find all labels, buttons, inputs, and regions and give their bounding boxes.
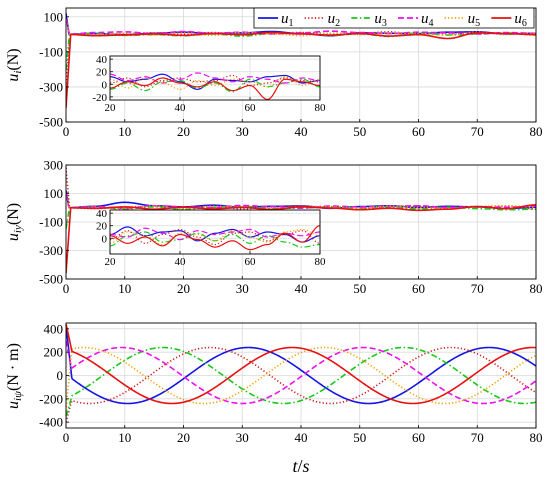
x-tick-label: 40 bbox=[295, 281, 308, 296]
x-tick-label: 40 bbox=[295, 430, 308, 445]
y-tick-label: -20 bbox=[92, 92, 107, 104]
y-tick-label: -500 bbox=[39, 115, 63, 130]
y-tick-label: 0 bbox=[102, 233, 108, 245]
series-line-u1 bbox=[110, 226, 320, 243]
series-line-u4 bbox=[110, 72, 320, 84]
x-tick-label: 20 bbox=[177, 430, 190, 445]
series-line-u1 bbox=[66, 326, 536, 405]
y-tick-label: -200 bbox=[39, 391, 63, 406]
x-tick-label: 40 bbox=[175, 256, 187, 268]
series-line-u5 bbox=[110, 76, 320, 90]
series-line-u4 bbox=[66, 340, 536, 405]
legend-box bbox=[253, 7, 535, 29]
x-tick-label: 80 bbox=[530, 281, 543, 296]
y-tick-label: -100 bbox=[39, 215, 63, 230]
x-tick-label: 10 bbox=[118, 430, 131, 445]
y-tick-label: 20 bbox=[96, 221, 108, 233]
x-tick-label: 60 bbox=[412, 124, 425, 139]
y-tick-label: -500 bbox=[39, 272, 63, 287]
y-tick-label: -300 bbox=[39, 243, 63, 258]
series-line-u1 bbox=[66, 190, 536, 210]
y-tick-label: -400 bbox=[39, 415, 63, 430]
x-tick-label: 0 bbox=[63, 281, 70, 296]
y-tick-label: 40 bbox=[96, 54, 108, 66]
x-tick-label: 0 bbox=[63, 124, 70, 139]
x-tick-label: 60 bbox=[412, 430, 425, 445]
legend-label-u4: u4 bbox=[421, 11, 434, 29]
x-tick-label: 50 bbox=[353, 281, 366, 296]
x-tick-label: 20 bbox=[177, 124, 190, 139]
legend: u1 u2 u3 u4 u5 u6 bbox=[253, 7, 535, 29]
legend-label-u2: u2 bbox=[328, 11, 341, 29]
series-line-u6 bbox=[110, 225, 320, 251]
y-tick-label: 100 bbox=[44, 186, 64, 201]
y-tick-label: -100 bbox=[39, 44, 63, 59]
series-line-u4 bbox=[66, 193, 536, 210]
series-line-u5 bbox=[66, 346, 536, 411]
series-line-u6 bbox=[110, 77, 320, 100]
series-line-u2 bbox=[110, 228, 320, 246]
y-tick-label: 400 bbox=[44, 321, 64, 336]
x-tick-label: 50 bbox=[353, 430, 366, 445]
xlabel: t/s bbox=[292, 456, 309, 476]
x-tick-label: 40 bbox=[295, 124, 308, 139]
y-tick-label: 100 bbox=[44, 9, 64, 24]
y-tick-label: 200 bbox=[44, 345, 64, 360]
x-tick-label: 80 bbox=[315, 102, 327, 114]
ylabel-uiy: uiy(N) bbox=[5, 203, 24, 241]
x-tick-label: 60 bbox=[245, 102, 257, 114]
x-tick-label: 60 bbox=[412, 281, 425, 296]
axes-frame bbox=[109, 55, 321, 101]
y-tick-label: 0 bbox=[57, 368, 64, 383]
series-line-u6 bbox=[66, 323, 536, 405]
x-tick-label: 80 bbox=[530, 124, 543, 139]
x-tick-label: 30 bbox=[236, 124, 249, 139]
series-line-u6 bbox=[66, 31, 536, 109]
legend-label-u1: u1 bbox=[281, 11, 294, 29]
legend-label-u6: u6 bbox=[514, 11, 527, 29]
subplot-uipsi: 0 10 20 30 40 50 60 70 80 -400 -200 0 200 400 bbox=[39, 321, 542, 445]
x-tick-label: 20 bbox=[105, 256, 117, 268]
x-tick-label: 40 bbox=[175, 102, 187, 114]
series-line-u3 bbox=[66, 346, 536, 417]
y-tick-label: 20 bbox=[96, 67, 108, 79]
x-tick-label: 70 bbox=[471, 124, 484, 139]
series-line-u4 bbox=[66, 18, 536, 36]
y-tick-label: 40 bbox=[96, 208, 108, 220]
ylabel-ui: ui(N) bbox=[5, 48, 24, 81]
y-tick-label: 0 bbox=[102, 79, 108, 91]
legend-label-u5: u5 bbox=[468, 11, 481, 29]
y-tick-label: -300 bbox=[39, 79, 63, 94]
series-line-u6 bbox=[66, 204, 536, 274]
x-tick-label: 60 bbox=[245, 256, 257, 268]
x-tick-label: 20 bbox=[105, 102, 117, 114]
series-line-u1 bbox=[110, 73, 320, 90]
axes-frame bbox=[109, 209, 321, 255]
y-tick-label: 300 bbox=[44, 158, 64, 173]
x-tick-label: 10 bbox=[118, 124, 131, 139]
x-tick-label: 0 bbox=[63, 430, 70, 445]
series-line-u2 bbox=[110, 74, 320, 88]
series-line-u3 bbox=[110, 231, 320, 248]
x-tick-label: 80 bbox=[315, 256, 327, 268]
x-tick-label: 70 bbox=[471, 430, 484, 445]
x-tick-label: 10 bbox=[118, 281, 131, 296]
x-tick-label: 30 bbox=[236, 430, 249, 445]
x-tick-label: 20 bbox=[177, 281, 190, 296]
ylabel-uipsi: uiψ(N · m) bbox=[5, 343, 24, 409]
x-tick-label: 70 bbox=[471, 281, 484, 296]
x-tick-label: 50 bbox=[353, 124, 366, 139]
series-line-u2 bbox=[66, 346, 536, 423]
legend-label-u3: u3 bbox=[374, 11, 387, 29]
x-tick-label: 80 bbox=[530, 430, 543, 445]
x-tick-label: 30 bbox=[236, 281, 249, 296]
